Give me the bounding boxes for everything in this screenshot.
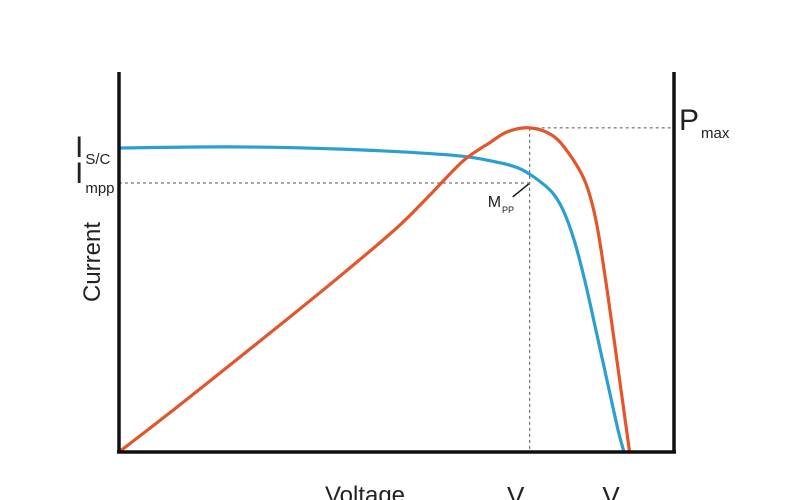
pmax-label-sub: max bbox=[701, 125, 730, 142]
impp-label-main: I bbox=[75, 157, 83, 190]
axes bbox=[117, 72, 676, 454]
isc-label-main: I bbox=[75, 131, 83, 164]
y-axis-label: Current bbox=[79, 222, 106, 302]
reference-lines bbox=[119, 127, 674, 452]
vmpp-label: V bbox=[507, 481, 525, 500]
mpp-label-main: M bbox=[488, 194, 501, 211]
mpp-label: MPP bbox=[488, 194, 514, 215]
isc-label-sub: S/C bbox=[85, 151, 110, 168]
pmax-label-main: P bbox=[679, 104, 699, 137]
impp-label-sub: mpp bbox=[85, 180, 114, 197]
current-curve bbox=[117, 145, 626, 454]
voc-label: V bbox=[602, 481, 620, 500]
series-layer bbox=[117, 126, 632, 454]
power-curve bbox=[117, 126, 632, 454]
mpp-label-sub: PP bbox=[502, 205, 514, 215]
mpp-leader-line bbox=[512, 183, 530, 198]
x-axis-label: Voltage bbox=[325, 482, 405, 500]
isc-label: I S/C bbox=[75, 131, 111, 168]
